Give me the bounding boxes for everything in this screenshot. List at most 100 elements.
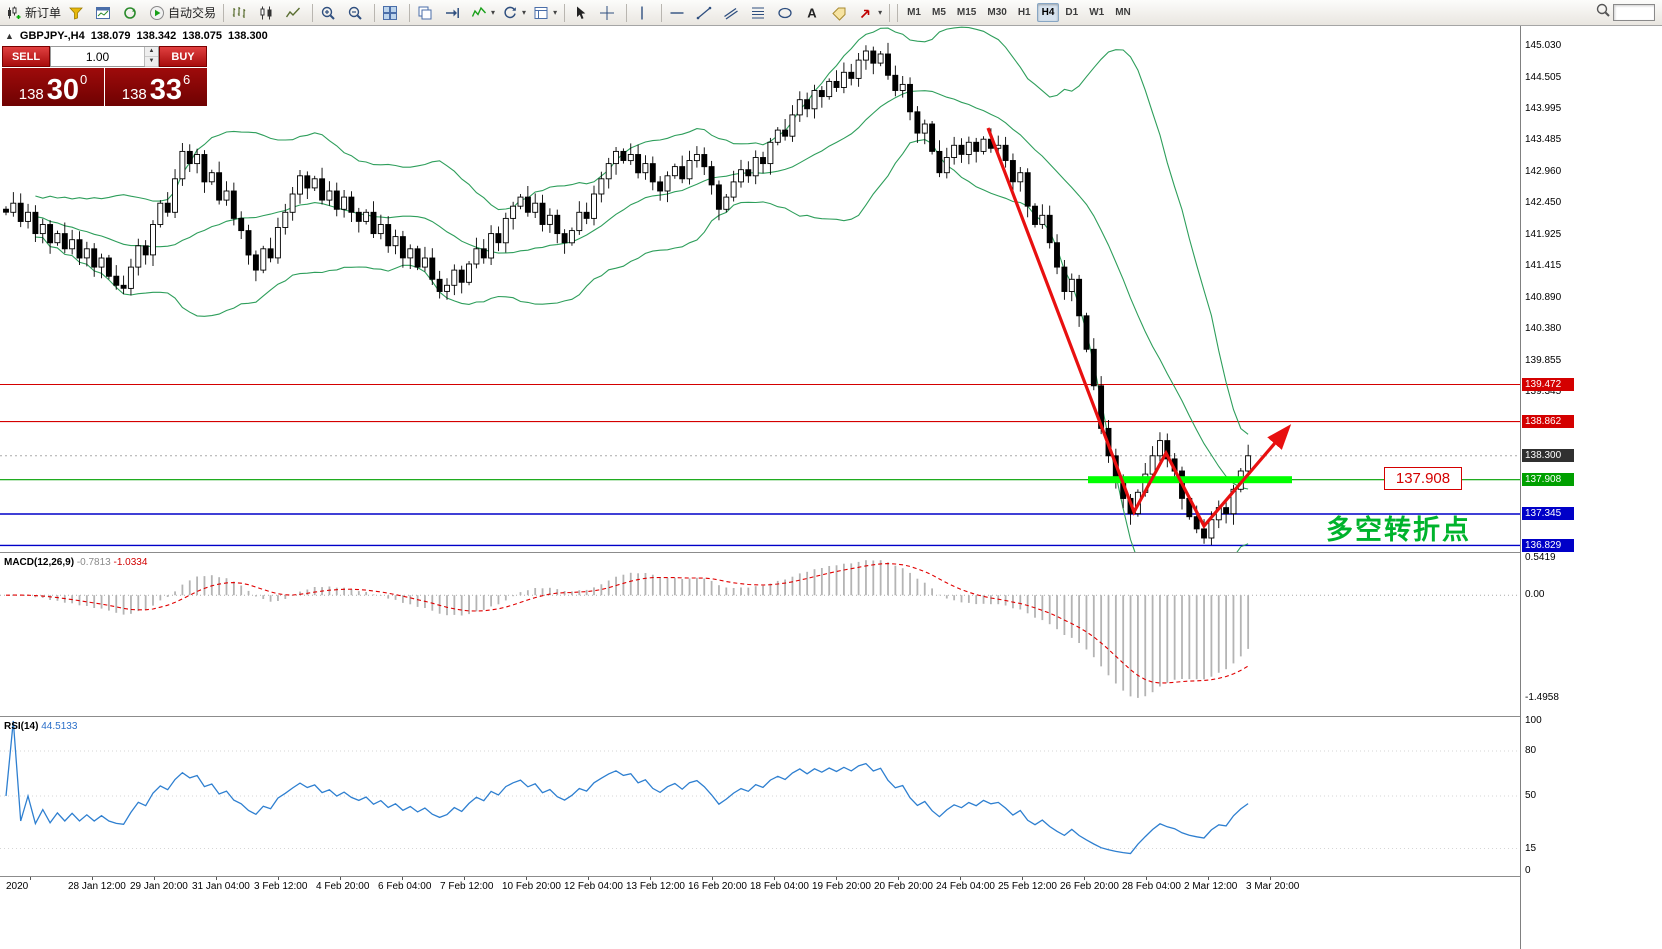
timeframe-mn-button[interactable]: MN [1115,7,1131,18]
buy-price-box[interactable]: 138 33 6 [105,68,207,106]
zoom-out-button[interactable] [344,1,370,25]
timeframe-m1-button[interactable]: M1 [907,7,921,18]
timeframe-w1-button[interactable]: W1 [1089,7,1105,18]
timeframe-h4-button[interactable]: H4 [1036,3,1060,22]
fibonacci-button[interactable] [747,1,773,25]
channel-button[interactable] [720,1,746,25]
spin-down-icon[interactable]: ▼ [145,57,158,67]
period-button[interactable]: ▾ [499,1,529,25]
bar-chart-button[interactable] [228,1,254,25]
candlestick-chart-button[interactable] [255,1,281,25]
line-chart-button[interactable] [282,1,308,25]
timeframe-m30-button[interactable]: M30 [987,7,1007,18]
pane-separator[interactable] [0,716,1662,717]
time-axis-tick [1208,877,1209,880]
pane-separator[interactable] [0,552,1662,553]
arrange-windows-button[interactable] [414,1,440,25]
candle [208,172,215,183]
candle [613,150,619,165]
rsi-name: RSI(14) [4,721,39,732]
candle [54,233,61,244]
timeframe-d1-button[interactable]: D1 [1065,7,1079,18]
horizontal-line-button[interactable] [666,1,692,25]
label-button[interactable] [828,1,854,25]
pane-separator [0,876,1662,877]
rsi-axis-label: 100 [1525,715,1542,726]
timeframe-m5-button[interactable]: M5 [932,7,946,18]
candle [480,248,487,259]
volume-input[interactable] [51,47,144,66]
candle [870,50,877,64]
shapes-button[interactable] [774,1,800,25]
text-button[interactable]: A [801,1,827,25]
price-level-tag[interactable]: 137.908 [1384,467,1462,490]
time-axis-label: 13 Feb 12:00 [626,881,685,892]
candle [657,181,664,192]
time-axis-label: 3 Feb 12:00 [254,881,308,892]
candle [1157,440,1163,457]
candle [61,233,68,250]
arrows-button[interactable]: ▾ [855,1,885,25]
vertical-line-icon [634,5,650,21]
candle [421,257,428,268]
buy-button[interactable]: BUY [159,46,207,67]
trendline-button[interactable] [693,1,719,25]
candle [1083,315,1090,350]
time-axis-tick [836,877,837,880]
support-zone-segment [1088,476,1292,484]
turning-point-note[interactable]: 多空转折点 [1326,515,1471,545]
candle [458,269,465,283]
search-icon[interactable] [1595,2,1611,23]
candle [767,141,774,165]
time-axis-tick [774,877,775,880]
candlestick-chart-icon [258,5,274,21]
styler-button[interactable] [65,1,91,25]
candle [627,154,634,162]
candle [363,211,370,222]
tile-windows-button[interactable] [379,1,405,25]
candle [1024,172,1031,207]
time-axis-tick [1084,877,1085,880]
volume-stepper[interactable]: ▲ ▼ [144,47,158,67]
candle [679,166,686,180]
candle [1223,507,1230,515]
sell-price-prefix: 138 [18,85,44,103]
price-axis[interactable]: 0.5419 0.00 -1.4958 100 80 50 15 0 145.030 144.50… [1520,26,1662,949]
channel-icon [723,5,739,21]
candle [642,163,649,174]
candle [686,160,693,180]
one-click-toggle-icon[interactable]: ▲ [5,31,14,41]
timeframe-h1-button[interactable]: H1 [1017,7,1031,18]
indicators-button[interactable]: ▾ [468,1,498,25]
new-order-button[interactable]: 新订单 [3,1,64,25]
timeframe-m15-button[interactable]: M15 [956,7,977,18]
rsi-panel[interactable] [0,718,1520,874]
autotrading-button[interactable]: 自动交易 [146,1,219,25]
time-axis-tick [898,877,899,880]
sell-price-box[interactable]: 138 30 0 [2,68,104,106]
crosshair-button[interactable] [596,1,622,25]
spin-up-icon[interactable]: ▲ [145,47,158,57]
profiles-button[interactable] [92,1,118,25]
refresh-button[interactable] [119,1,145,25]
sell-button[interactable]: SELL [2,46,50,67]
cursor-button[interactable] [569,1,595,25]
candle [1054,242,1060,268]
vertical-line-button[interactable] [631,1,657,25]
zoom-in-button[interactable] [317,1,343,25]
styler-icon [68,5,84,21]
time-axis-label: 2020 [6,881,29,892]
candle [855,59,862,79]
candle [583,211,590,219]
time-axis[interactable]: 2020 28 Jan 12:00 29 Jan 20:00 31 Jan 04:00… [0,877,1520,895]
search-input[interactable] [1613,4,1655,21]
macd-panel[interactable] [0,554,1520,714]
chart-window[interactable]: ▲ GBPJPY-,H4 138.079 138.342 138.075 138… [0,26,1662,949]
candle [796,99,803,116]
time-axis-label: 25 Feb 12:00 [998,881,1057,892]
price-chart[interactable] [0,26,1520,552]
candle [840,71,847,88]
templates-button[interactable]: ▾ [530,1,560,25]
chart-shift-button[interactable] [441,1,467,25]
candle [921,123,928,134]
